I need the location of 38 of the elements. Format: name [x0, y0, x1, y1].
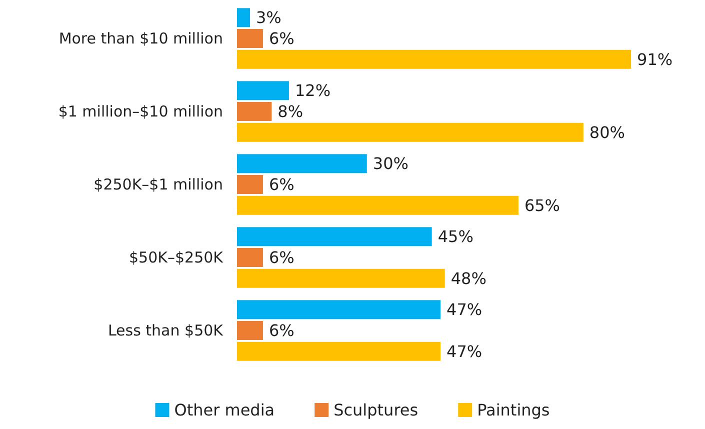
- y-tick-label: More than $10 million: [58, 30, 223, 48]
- y-tick-label: $1 million–$10 million: [58, 102, 223, 120]
- data-label: 8%: [278, 102, 304, 121]
- bar: [237, 175, 263, 194]
- bar: [237, 8, 250, 28]
- data-label: 47%: [446, 300, 482, 320]
- bar: [237, 102, 272, 121]
- bar: [237, 300, 441, 320]
- data-label: 80%: [589, 122, 625, 142]
- data-label: 48%: [450, 268, 486, 288]
- legend-label: Paintings: [477, 400, 550, 420]
- bar: [237, 321, 263, 340]
- bar: [237, 50, 632, 69]
- data-label: 91%: [637, 50, 673, 69]
- legend-label: Sculptures: [334, 400, 418, 420]
- y-tick-label: $50K–$250K: [129, 248, 224, 266]
- bar: [237, 154, 367, 174]
- bar: [237, 122, 584, 142]
- bar: [237, 342, 441, 361]
- y-tick-label: Less than $50K: [108, 322, 224, 340]
- data-label: 45%: [438, 227, 474, 246]
- data-label: 6%: [268, 175, 294, 194]
- bar: [237, 248, 263, 267]
- bar: [237, 227, 432, 246]
- bar: [237, 196, 518, 215]
- data-label: 3%: [256, 8, 282, 28]
- legend-label: Other media: [174, 400, 275, 420]
- data-label: 12%: [294, 81, 331, 100]
- bar: [237, 29, 263, 48]
- data-label: 6%: [268, 321, 294, 340]
- data-label: 30%: [372, 154, 408, 174]
- data-label: 65%: [524, 196, 560, 215]
- bar: [237, 268, 445, 288]
- bar: [237, 81, 289, 100]
- data-label: 6%: [268, 248, 294, 267]
- y-tick-label: $250K–$1 million: [94, 176, 223, 194]
- data-label: 47%: [446, 342, 482, 361]
- data-label: 6%: [268, 29, 294, 48]
